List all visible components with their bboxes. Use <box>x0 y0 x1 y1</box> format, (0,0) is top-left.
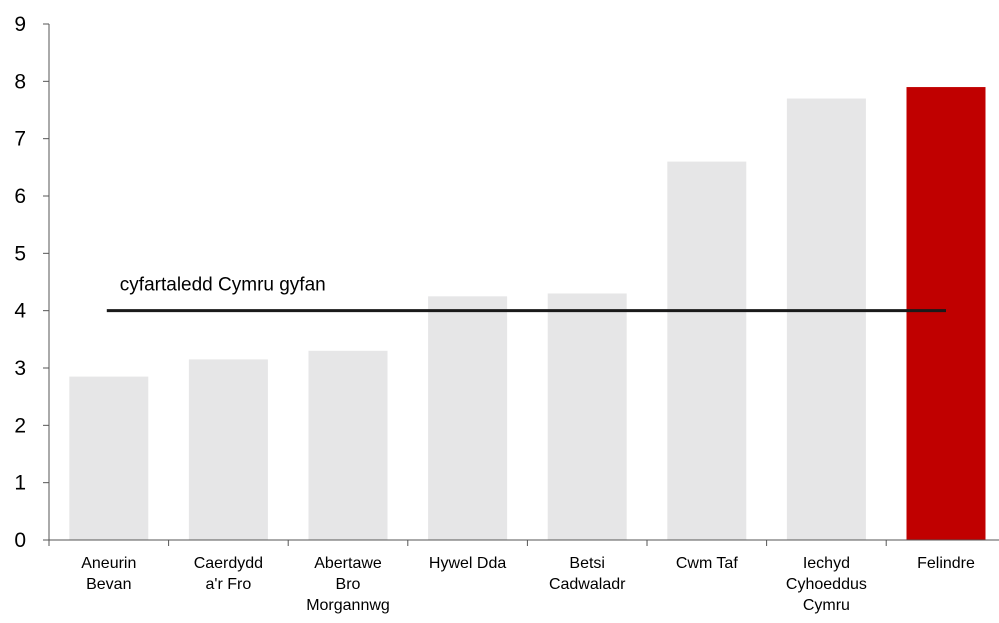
y-tick-label: 0 <box>14 529 26 552</box>
x-tick-label: Iechyd Cyhoeddus Cymru <box>786 555 867 614</box>
y-tick-label: 7 <box>14 128 26 151</box>
x-tick-label: Caerdydd a'r Fro <box>194 555 263 593</box>
y-tick-label: 8 <box>14 70 26 93</box>
y-tick-label: 2 <box>14 414 26 437</box>
y-tick-label: 5 <box>14 242 26 265</box>
x-tick-label: Abertawe Bro Morgannwg <box>306 555 390 614</box>
x-tick-label: Hywel Dda <box>429 555 506 572</box>
reference-label: cyfartaledd Cymru gyfan <box>120 275 326 296</box>
y-tick-label: 1 <box>14 472 26 495</box>
y-tick-label: 6 <box>14 185 26 208</box>
bar <box>906 87 986 541</box>
bar <box>69 376 149 540</box>
bar <box>667 161 747 540</box>
y-tick-label: 9 <box>14 13 26 36</box>
y-tick-label: 4 <box>14 300 26 323</box>
bar <box>308 350 388 540</box>
x-tick-label: Betsi Cadwaladr <box>549 555 626 593</box>
x-tick-label: Aneurin Bevan <box>81 555 136 593</box>
bar <box>547 293 627 540</box>
bar <box>428 296 508 540</box>
y-tick-label: 3 <box>14 357 26 380</box>
x-tick-label: Felindre <box>917 555 975 572</box>
bar <box>786 98 866 541</box>
x-tick-label: Cwm Taf <box>676 555 738 572</box>
bar <box>188 359 268 540</box>
